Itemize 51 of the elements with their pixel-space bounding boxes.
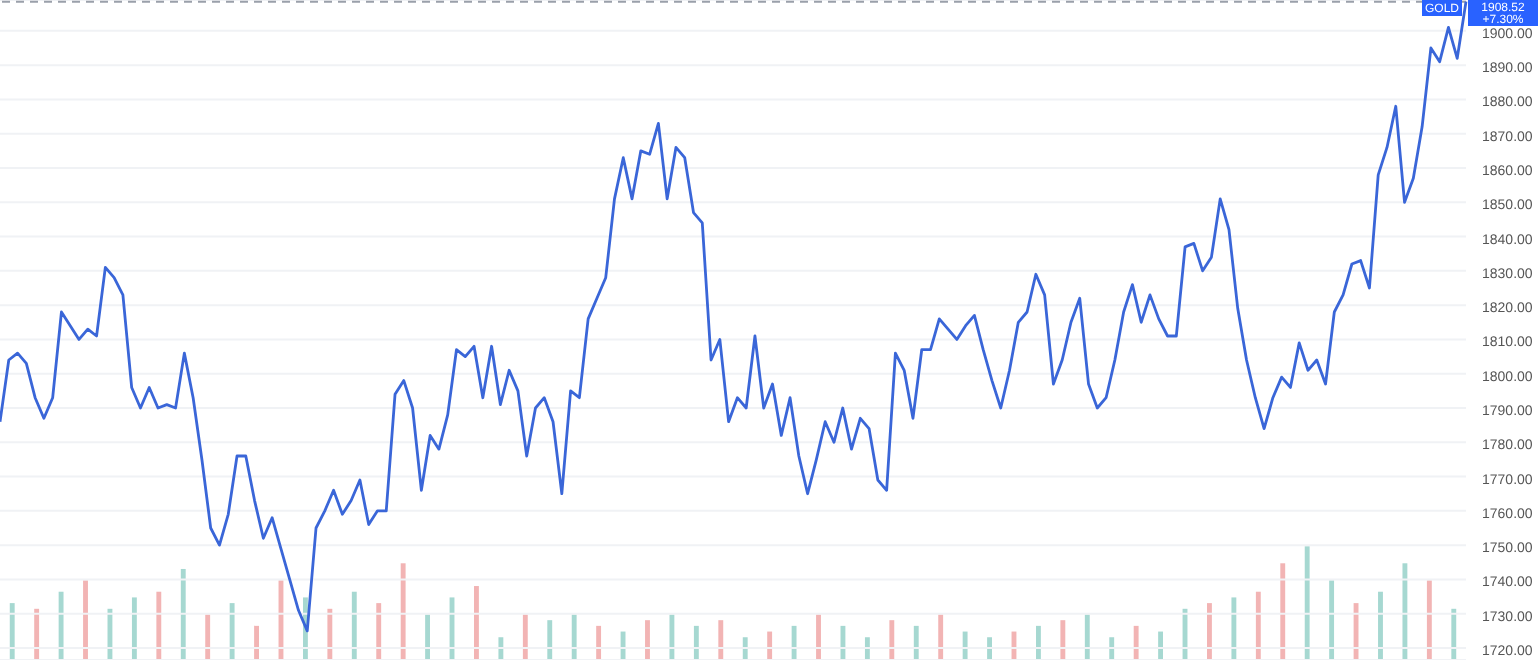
bar xyxy=(596,625,602,660)
bar xyxy=(1451,608,1457,660)
bar xyxy=(1084,614,1090,660)
bar xyxy=(1402,563,1408,660)
bar xyxy=(229,603,235,660)
bar xyxy=(1426,580,1432,660)
bar xyxy=(938,614,944,660)
bar xyxy=(425,614,431,660)
bar xyxy=(58,591,64,660)
bar xyxy=(1329,580,1335,660)
bar xyxy=(571,614,577,660)
bar xyxy=(791,625,797,660)
bar xyxy=(1133,625,1139,660)
bar xyxy=(156,591,162,660)
bar xyxy=(400,563,406,660)
bar xyxy=(1378,591,1383,660)
bar xyxy=(1158,631,1164,660)
bar xyxy=(131,597,137,660)
bar xyxy=(1207,603,1212,660)
bar xyxy=(180,568,186,660)
bar xyxy=(9,603,15,660)
bar xyxy=(1109,637,1115,660)
bar xyxy=(889,620,895,660)
bar xyxy=(1035,625,1041,660)
bar xyxy=(645,620,650,660)
bar xyxy=(693,625,699,660)
bar xyxy=(327,608,333,660)
bar xyxy=(1060,620,1066,660)
bar xyxy=(742,637,748,660)
bar xyxy=(474,586,479,660)
bar xyxy=(767,631,773,660)
bar xyxy=(522,614,528,660)
bar xyxy=(669,614,675,660)
bar xyxy=(913,625,919,660)
bar xyxy=(376,603,382,660)
bar xyxy=(83,580,88,660)
bar xyxy=(987,637,992,660)
bar xyxy=(498,637,504,660)
bar xyxy=(205,614,211,660)
bar xyxy=(34,608,40,660)
bar xyxy=(1304,546,1310,660)
bar xyxy=(1280,563,1286,660)
bar xyxy=(1231,597,1237,660)
bar xyxy=(351,591,357,660)
bar xyxy=(962,631,968,660)
bar xyxy=(816,614,821,660)
bar xyxy=(1255,591,1261,660)
bar xyxy=(547,620,553,660)
bar xyxy=(254,625,259,660)
bar xyxy=(718,620,724,660)
bar xyxy=(864,637,870,660)
